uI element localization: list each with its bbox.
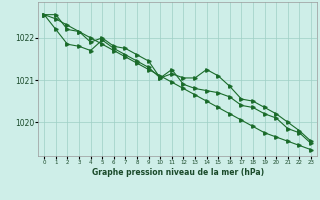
X-axis label: Graphe pression niveau de la mer (hPa): Graphe pression niveau de la mer (hPa) [92,168,264,177]
